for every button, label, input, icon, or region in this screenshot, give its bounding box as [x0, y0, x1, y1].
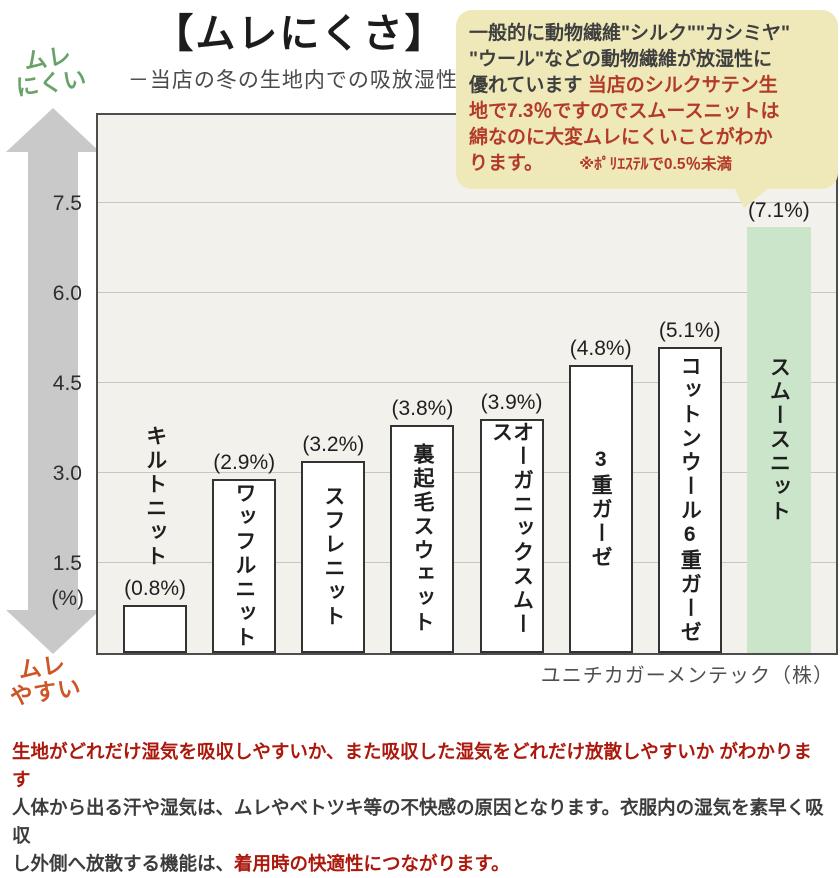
bar-value-label: (0.8%) — [124, 577, 187, 600]
annotation-note: ※ﾎﾟﾘｴｽﾃﾙで0.5％未満 — [579, 156, 732, 173]
y-tick-label: 1.5 — [52, 552, 82, 575]
bar-name-label: オーガニックスムース — [489, 421, 534, 637]
source-attribution: ユニチカガーメンテック（株） — [540, 665, 834, 687]
annotation-text: 一般的に動物繊維"シルク""カシミヤ" "ウール"などの動物繊維が放湿性に 優れ… — [469, 21, 828, 178]
bar-value-label: (3.2%) — [302, 433, 365, 456]
bar-normal: 裏起毛スウェット — [390, 425, 455, 653]
bar-slot: キルトニット (0.8%) — [123, 425, 188, 653]
y-tick-label: 6.0 — [52, 282, 82, 305]
bar-normal: 3重ガーゼ — [568, 365, 633, 653]
bar-slot: (5.1%) コットンウール6重ガーゼ — [657, 319, 722, 653]
label-easy-to-get-stuffy: ムレ やすい — [5, 650, 83, 710]
bar-highlighted: スムースニット — [746, 227, 811, 653]
page-subtitle: －当店の冬の生地内での吸放湿性 - — [127, 68, 473, 92]
footer-tail-red: 着用時の快適性につながります。 — [234, 853, 510, 874]
bar-normal: オーガニックスムース — [479, 419, 544, 653]
y-axis-unit-label: (%) — [51, 587, 84, 610]
title-block: 【ムレにくさ】 －当店の冬の生地内での吸放湿性 - — [100, 10, 500, 94]
y-tick-label: 4.5 — [52, 372, 82, 395]
bar-name-label: 3重ガーゼ — [589, 448, 613, 570]
gridline — [98, 472, 836, 473]
label-hard-to-get-stuffy: ムレ にくい — [11, 41, 88, 101]
bar-slot: (3.9%) オーガニックスムース — [479, 391, 544, 653]
arrow-up-icon — [6, 108, 100, 152]
bar-normal: スフレニット — [301, 461, 366, 653]
humidity-scale-arrow — [6, 108, 100, 654]
bar-slot: (3.8%) 裏起毛スウェット — [390, 397, 455, 653]
bar-name-label: 裏起毛スウェット — [410, 443, 434, 635]
bar-slot: (4.8%) 3重ガーゼ — [568, 337, 633, 653]
bar-normal — [123, 605, 188, 653]
annotation-highlight-text: 当店のシルクサテン生 地で7.3％ですのでスムースニットは 綿なのに大変ムレにく… — [469, 75, 780, 174]
bar-name-label: ワッフルニット — [232, 482, 256, 650]
bar-value-label: (4.8%) — [569, 337, 632, 360]
bar-value-label: (5.1%) — [658, 319, 721, 342]
arrow-shaft — [28, 150, 78, 612]
bar-name-label: スムースニット — [767, 356, 791, 524]
page-title: 【ムレにくさ】 — [153, 11, 447, 56]
y-tick-label: 7.5 — [52, 192, 82, 215]
gridline — [98, 202, 836, 203]
annotation-general-text: 一般的に動物繊維"シルク""カシミヤ" "ウール"などの動物繊維が放湿性に 優れ… — [469, 23, 791, 96]
y-tick-label: 3.0 — [52, 462, 82, 485]
bar-slot: (2.9%) ワッフルニット — [212, 451, 277, 653]
bubble-tail — [734, 187, 770, 208]
bar-name-label: スフレニット — [321, 485, 345, 629]
bars-container: キルトニット (0.8%) (2.9%) ワッフルニット (3.2%) スフレニット (3.… — [98, 115, 836, 653]
bar-name-label: キルトニット — [143, 425, 167, 569]
footer-lead-red: 生地がどれだけ湿気を吸収しやすいか、また吸収した湿気をどれだけ放散しやすいか が… — [12, 741, 812, 790]
chart-plot-area: キルトニット (0.8%) (2.9%) ワッフルニット (3.2%) スフレニット (3.… — [96, 113, 838, 655]
y-axis-labels: 7.5 6.0 4.5 3.0 1.5 (%) — [0, 113, 90, 655]
bar-slot: (7.1%) スムースニット — [746, 199, 811, 653]
gridline — [98, 382, 836, 383]
bar-normal: コットンウール6重ガーゼ — [657, 347, 722, 653]
bar-name-label: コットンウール6重ガーゼ — [678, 355, 702, 645]
bar-value-label: (2.9%) — [213, 451, 276, 474]
bar-value-label: (3.9%) — [480, 391, 543, 414]
bar-slot: (3.2%) スフレニット — [301, 433, 366, 653]
bar-value-label: (3.8%) — [391, 397, 454, 420]
gridline — [98, 292, 836, 293]
annotation-bubble: 一般的に動物繊維"シルク""カシミヤ" "ウール"などの動物繊維が放湿性に 優れ… — [456, 10, 838, 208]
footer-description: 生地がどれだけ湿気を吸収しやすいか、また吸収した湿気をどれだけ放散しやすいか が… — [12, 738, 830, 878]
arrow-down-icon — [6, 610, 100, 654]
gridline — [98, 562, 836, 563]
bar-normal: ワッフルニット — [212, 479, 277, 653]
